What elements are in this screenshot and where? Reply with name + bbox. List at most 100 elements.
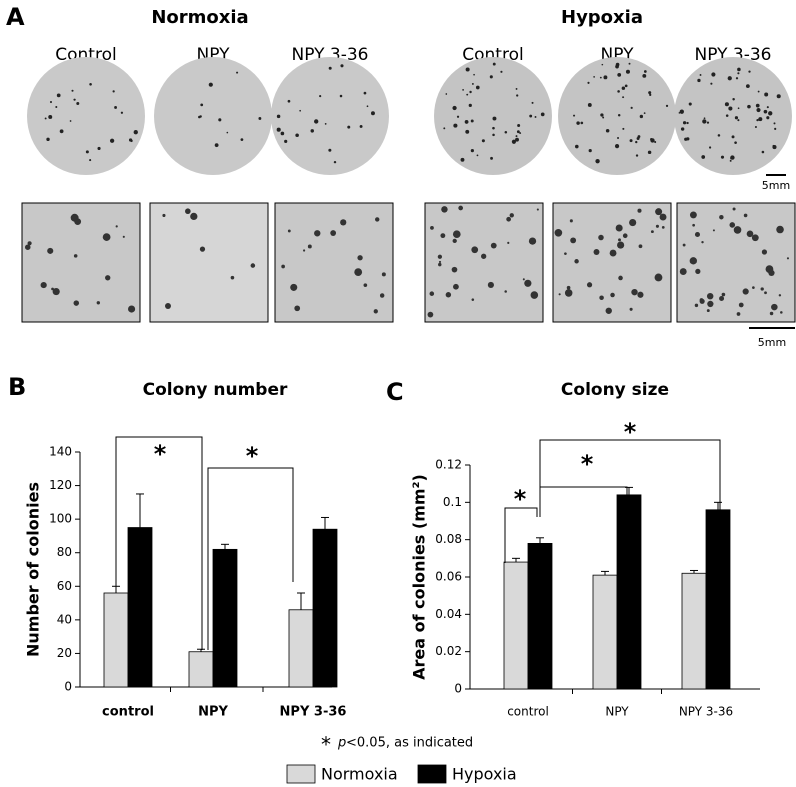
zoom-image bbox=[676, 202, 796, 323]
colony-dot bbox=[689, 211, 697, 219]
colony-dot bbox=[600, 113, 604, 117]
significance-bracket bbox=[115, 436, 203, 650]
colony-dot bbox=[737, 107, 740, 110]
colony-dot bbox=[381, 272, 386, 277]
colony-dot bbox=[688, 102, 692, 106]
colony-dot bbox=[706, 292, 714, 300]
colony-dot bbox=[756, 118, 759, 122]
colony-dot bbox=[471, 82, 474, 85]
colony-dot bbox=[363, 283, 368, 287]
colony-dot bbox=[768, 111, 773, 116]
colony-dot bbox=[340, 219, 347, 226]
colony-dot bbox=[462, 89, 464, 91]
colony-dot bbox=[276, 114, 281, 119]
y-tick-label: 120 bbox=[49, 478, 72, 492]
colony-dot bbox=[776, 225, 784, 234]
colony-dot bbox=[112, 90, 115, 93]
panel-label: A bbox=[6, 3, 25, 31]
colony-dot bbox=[629, 307, 633, 311]
colony-dot bbox=[659, 213, 667, 221]
colony-dot bbox=[466, 93, 469, 96]
colony-dot bbox=[769, 311, 774, 316]
colony-dot bbox=[240, 138, 244, 142]
colony-dot bbox=[328, 66, 332, 70]
colony-dot bbox=[427, 311, 434, 318]
colony-dot bbox=[468, 103, 472, 108]
colony-dot bbox=[699, 298, 705, 304]
x-tick-label: NPY 3-36 bbox=[679, 705, 733, 719]
colony-dot bbox=[773, 122, 776, 125]
colony-dot bbox=[654, 273, 663, 282]
colony-dot bbox=[587, 81, 590, 84]
colony-dot bbox=[680, 127, 685, 131]
colony-dot bbox=[682, 243, 686, 247]
colony-dot bbox=[73, 300, 80, 306]
colony-dot bbox=[515, 137, 519, 142]
dish-image bbox=[27, 57, 145, 175]
colony-dot bbox=[276, 127, 281, 132]
colony-dot bbox=[258, 117, 262, 120]
colony-dot bbox=[734, 141, 737, 144]
colony-dot bbox=[650, 230, 654, 234]
colony-dot bbox=[44, 117, 47, 120]
x-tick-label: NPY bbox=[605, 705, 629, 719]
colony-dot bbox=[69, 120, 72, 122]
y-tick-label: 0.12 bbox=[435, 458, 462, 472]
colony-dot bbox=[71, 89, 74, 92]
colony-dot bbox=[760, 287, 764, 291]
colony-dot bbox=[682, 121, 687, 125]
colony-dot bbox=[359, 125, 363, 128]
footnote-italic: p bbox=[337, 736, 346, 751]
bar bbox=[103, 592, 129, 688]
colony-dot bbox=[314, 119, 319, 124]
panel-label: C bbox=[386, 378, 404, 406]
colony-dot bbox=[763, 109, 768, 114]
colony-dot bbox=[717, 134, 721, 137]
colony-dot bbox=[564, 289, 573, 297]
colony-dot bbox=[786, 257, 790, 260]
condition-label: NPY 3-36 bbox=[292, 45, 369, 65]
significance-star: * bbox=[624, 418, 637, 446]
chart-title: Colony size bbox=[561, 380, 669, 400]
colony-dot bbox=[734, 116, 739, 120]
colony-dot bbox=[580, 121, 584, 125]
colony-dot bbox=[764, 291, 767, 295]
colony-dot bbox=[599, 295, 604, 301]
colony-dot bbox=[601, 63, 604, 66]
colony-dot bbox=[528, 237, 537, 245]
colony-dot bbox=[617, 72, 622, 77]
bar bbox=[592, 574, 618, 690]
colony-dot bbox=[97, 146, 101, 151]
colony-dot bbox=[630, 106, 633, 109]
colony-dot bbox=[629, 139, 633, 143]
colony-dot bbox=[307, 244, 312, 249]
colony-dot bbox=[162, 213, 166, 218]
colony-dot bbox=[469, 90, 472, 94]
colony-dot bbox=[729, 222, 736, 228]
colony-dot bbox=[655, 208, 663, 216]
colony-dot bbox=[475, 85, 480, 90]
colony-dot bbox=[751, 234, 759, 242]
colony-dot bbox=[451, 266, 458, 273]
dish-image bbox=[154, 57, 272, 175]
dish-image bbox=[674, 57, 792, 175]
bar bbox=[212, 548, 238, 688]
y-tick-label: 100 bbox=[49, 512, 72, 526]
colony-dot bbox=[504, 290, 507, 293]
colony-dot bbox=[517, 124, 521, 128]
significance-star: * bbox=[514, 485, 527, 513]
colony-dot bbox=[200, 103, 204, 107]
colony-dot bbox=[524, 279, 532, 287]
colony-dot bbox=[576, 121, 580, 125]
colony-dot bbox=[464, 120, 469, 124]
colony-dot bbox=[471, 246, 479, 254]
bar bbox=[527, 543, 553, 690]
colony-dot bbox=[761, 150, 765, 154]
colony-dot bbox=[465, 129, 470, 134]
colony-dot bbox=[333, 160, 337, 164]
colony-dot bbox=[236, 71, 239, 74]
colony-dot bbox=[299, 109, 301, 112]
colony-dot bbox=[701, 241, 704, 244]
colony-dot bbox=[347, 125, 351, 129]
bar bbox=[616, 494, 642, 690]
